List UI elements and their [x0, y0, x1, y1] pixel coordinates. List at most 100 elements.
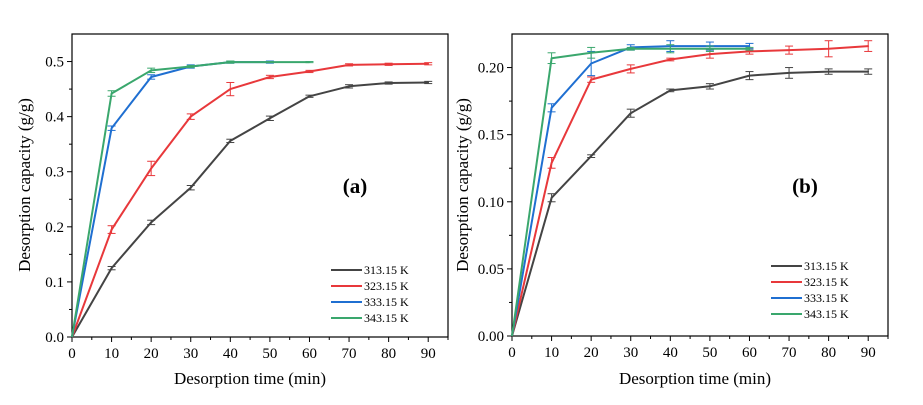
- data-point: [229, 140, 232, 142]
- error-bar: [186, 113, 195, 120]
- data-point: [669, 89, 672, 92]
- y-tick-label: 0.4: [45, 110, 64, 126]
- error-bar: [107, 125, 116, 131]
- error-bar: [705, 83, 714, 90]
- error-bar: [305, 69, 314, 74]
- legend-label: 343.15 K: [804, 307, 849, 321]
- error-bar: [666, 88, 675, 93]
- error-bar: [666, 57, 675, 62]
- x-tick-label: 40: [663, 345, 678, 361]
- data-point: [150, 221, 152, 224]
- legend-label: 333.15 K: [804, 291, 849, 305]
- data-point: [110, 92, 113, 95]
- y-tick-label: 0.15: [478, 128, 504, 144]
- error-bar: [547, 52, 556, 65]
- data-point: [709, 85, 711, 88]
- data-point: [150, 69, 152, 72]
- data-point: [709, 53, 711, 55]
- x-tick-label: 60: [742, 345, 757, 361]
- legend-label: 313.15 K: [364, 263, 409, 277]
- x-tick-label: 80: [381, 346, 396, 362]
- data-point: [150, 167, 152, 170]
- data-point: [269, 117, 271, 120]
- error-bar: [226, 81, 235, 97]
- data-point: [590, 155, 592, 157]
- data-point: [308, 70, 311, 73]
- error-bar: [147, 74, 156, 80]
- x-tick-label: 20: [144, 346, 159, 362]
- error-bar: [265, 115, 274, 121]
- error-bar: [424, 80, 433, 85]
- legend-label: 343.15 K: [364, 311, 409, 325]
- y-tick-label: 0.3: [45, 165, 64, 181]
- error-bar: [424, 62, 433, 66]
- y-tick-label: 0.05: [478, 262, 504, 278]
- x-tick-label: 60: [302, 346, 317, 362]
- panel-label: (a): [343, 174, 368, 198]
- data-point: [189, 65, 192, 68]
- x-tick-label: 50: [702, 345, 717, 361]
- y-tick-label: 0.20: [478, 61, 504, 77]
- x-axis-title: Desorption time (min): [619, 369, 771, 388]
- data-point: [629, 68, 632, 70]
- error-bar: [384, 81, 393, 85]
- y-tick-label: 0.0: [45, 330, 64, 346]
- data-point: [590, 62, 592, 65]
- error-bar: [107, 265, 116, 271]
- error-bar: [147, 67, 156, 74]
- series-31315: [71, 80, 433, 338]
- data-point: [590, 78, 592, 81]
- error-bar: [186, 64, 195, 69]
- error-bar: [626, 108, 635, 118]
- data-point: [827, 70, 830, 73]
- error-bar: [547, 103, 556, 113]
- series-line: [71, 61, 310, 338]
- data-point: [189, 186, 192, 189]
- error-bar: [226, 138, 235, 144]
- x-tick-label: 40: [223, 346, 238, 362]
- x-tick-label: 90: [421, 346, 436, 362]
- y-tick-label: 0.1: [45, 275, 64, 291]
- data-point: [229, 88, 232, 90]
- data-point: [590, 51, 592, 54]
- x-tick-label: 30: [623, 345, 638, 361]
- error-bar: [745, 71, 754, 81]
- data-point: [308, 95, 311, 98]
- error-bar: [666, 44, 675, 54]
- y-tick-label: 0.10: [478, 195, 504, 211]
- data-point: [748, 47, 751, 50]
- data-point: [867, 70, 870, 73]
- error-bar: [147, 160, 156, 177]
- data-point: [427, 62, 430, 65]
- data-point: [348, 85, 350, 88]
- series-34315: [511, 44, 754, 337]
- chart-panel-b: Desorption time (min) Desorption capacit…: [453, 33, 889, 388]
- y-tick-label: 0.00: [478, 329, 504, 345]
- data-point: [629, 47, 632, 50]
- x-tick-label: 20: [584, 345, 599, 361]
- x-tick-label: 10: [544, 345, 559, 361]
- error-bar: [864, 40, 873, 52]
- data-point: [229, 61, 232, 63]
- error-bar: [107, 90, 116, 97]
- data-point: [150, 76, 152, 78]
- data-point: [550, 57, 553, 59]
- error-bar: [587, 154, 596, 158]
- error-bar: [626, 64, 635, 74]
- series-line: [71, 61, 270, 338]
- legend: 313.15 K 323.15 K 333.15 K 343.15 K: [804, 259, 849, 321]
- y-axis-title: Desorption capacity (g/g): [453, 98, 472, 272]
- x-tick-label: 50: [262, 346, 277, 362]
- data-point: [788, 72, 790, 74]
- x-axis-title: Desorption time (min): [174, 369, 326, 388]
- error-bar: [547, 156, 556, 169]
- data-point: [110, 228, 113, 231]
- data-point: [387, 63, 390, 66]
- legend-label: 323.15 K: [804, 275, 849, 289]
- error-bar: [147, 219, 156, 226]
- error-bar: [785, 45, 794, 55]
- y-tick-label: 0.2: [45, 220, 64, 236]
- error-bar: [547, 193, 556, 203]
- series-line: [511, 45, 869, 337]
- x-tick-label: 90: [861, 345, 876, 361]
